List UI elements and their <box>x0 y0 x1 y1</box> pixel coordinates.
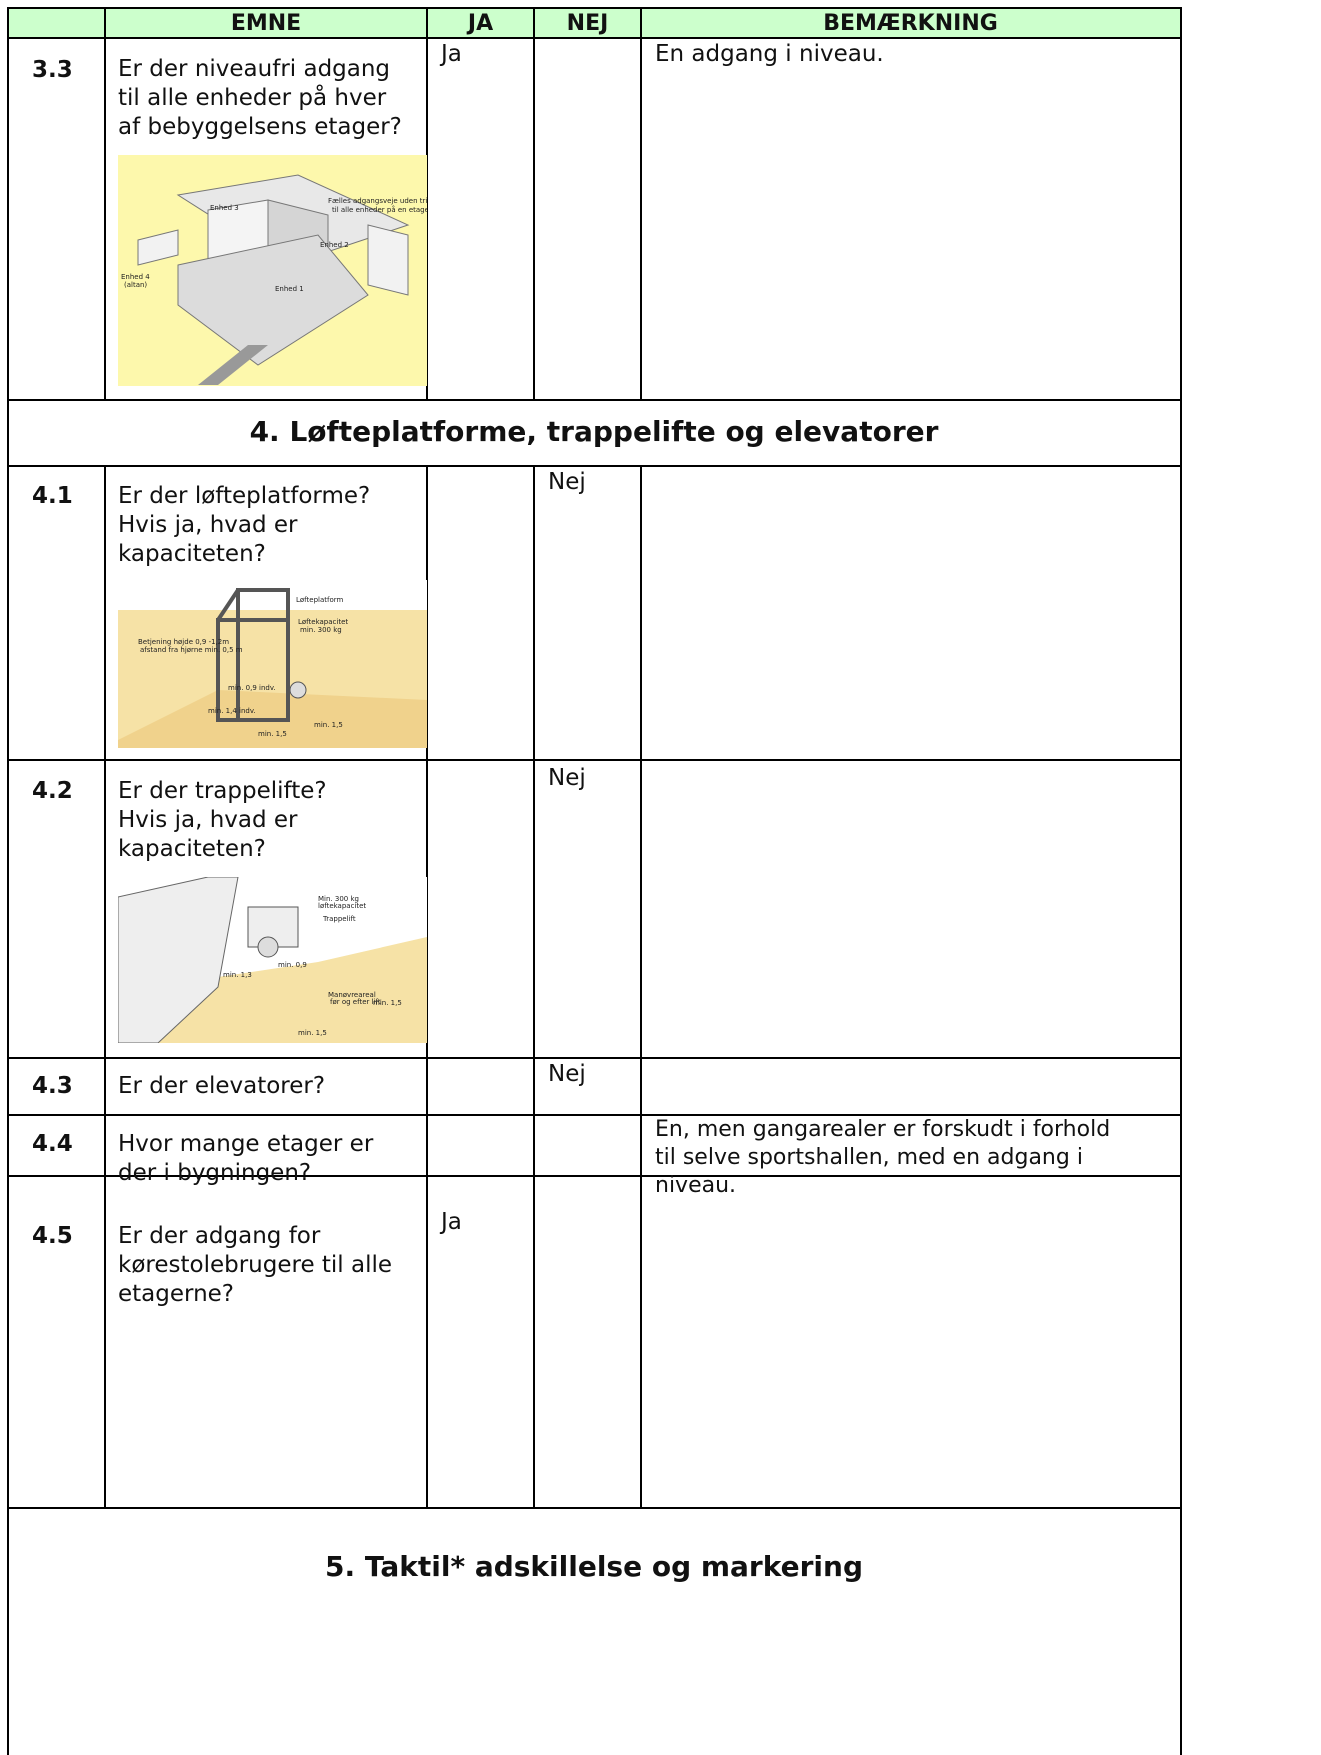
figure-label: min. 300 kg <box>300 626 342 634</box>
col-line <box>7 7 9 1755</box>
section-title: 4. Løfteplatforme, trappelifte og elevat… <box>249 415 939 448</box>
figure-label: min. 1,5 <box>314 721 343 729</box>
section-title: 5. Taktil* adskillelse og markering <box>324 1550 863 1583</box>
question: Hvor mange etager er der i bygningen? <box>118 1131 374 1186</box>
col-line <box>104 465 106 1508</box>
col-line <box>640 7 642 400</box>
figure-lift-platform: Løfteplatform Løftekapacitet min. 300 kg… <box>118 580 427 748</box>
col-line <box>1180 7 1182 1755</box>
figure-label: Enhed 3 <box>210 204 239 212</box>
answer-ja: Ja <box>441 1209 462 1235</box>
row-line <box>8 1114 1182 1116</box>
figure-label: min. 1,5 <box>298 1029 327 1037</box>
figure-label: Manøvreareal <box>328 991 376 999</box>
header-ja: JA <box>467 11 494 36</box>
row-line <box>8 37 1182 39</box>
figure-label: Trappelift <box>322 915 356 923</box>
row-line <box>8 7 1182 9</box>
remark: En, men gangarealer er forskudt i forhol… <box>655 1117 1111 1198</box>
row-line <box>8 1507 1182 1509</box>
figure-label: Fælles adgangsveje uden trin <box>328 197 427 205</box>
col-line <box>426 465 428 1508</box>
row-line <box>8 1175 1182 1177</box>
answer-nej: Nej <box>548 1061 586 1087</box>
header-bemaerkning: BEMÆRKNING <box>823 11 998 36</box>
row-line <box>8 759 1182 761</box>
figure-label: Løfteplatform <box>296 596 343 604</box>
question: Er der adgang for kørestolebrugere til a… <box>118 1223 393 1307</box>
question: Er der løfteplatforme? Hvis ja, hvad er … <box>118 483 371 567</box>
figure-label: afstand fra hjørne min. 0,5 m <box>140 646 243 654</box>
figure-label: Enhed 1 <box>275 285 304 293</box>
header-emne: EMNE <box>230 11 302 36</box>
col-line <box>533 7 535 400</box>
row-id: 4.3 <box>32 1073 73 1099</box>
figure-label: Betjening højde 0,9 -1,2m <box>138 638 229 646</box>
figure-label: min. 1,4 indv. <box>208 707 256 715</box>
row-id: 4.1 <box>32 483 73 509</box>
remark: En adgang i niveau. <box>655 41 884 67</box>
figure-label: før og efter lift <box>330 998 381 1006</box>
row-id: 4.4 <box>32 1131 73 1157</box>
row-id: 4.5 <box>32 1223 73 1249</box>
col-line <box>104 7 106 400</box>
figure-label: Enhed 2 <box>320 241 349 249</box>
figure-label: min. 0,9 indv. <box>228 684 276 692</box>
question: Er der elevatorer? <box>118 1073 326 1099</box>
figure-label: (altan) <box>124 281 147 289</box>
question: Er der trappelifte? Hvis ja, hvad er kap… <box>118 778 327 862</box>
col-line <box>533 465 535 1508</box>
header-bg <box>8 8 1180 38</box>
header-nej: NEJ <box>566 11 609 36</box>
col-line <box>426 7 428 400</box>
figure-label: Løftekapacitet <box>298 618 348 626</box>
figure-label: løftekapacitet <box>318 902 366 910</box>
answer-nej: Nej <box>548 469 586 495</box>
figure-label: min. 1,5 <box>373 999 402 1007</box>
row-id: 4.2 <box>32 778 73 804</box>
col-line <box>640 465 642 1508</box>
figure-units: Enhed 3 Fælles adgangsveje uden trin til… <box>118 155 427 386</box>
answer-ja: Ja <box>441 41 462 67</box>
row-line <box>8 399 1182 401</box>
row-line <box>8 1057 1182 1059</box>
figure-stair-lift: Min. 300 kg løftekapacitet Trappelift mi… <box>118 877 427 1043</box>
figure-label: min. 1,5 <box>258 730 287 738</box>
row-line <box>8 465 1182 467</box>
figure-label: til alle enheder på en etage <box>332 205 427 214</box>
figure-label: Enhed 4 <box>121 273 150 281</box>
figure-label: min. 0,9 <box>278 961 307 969</box>
figure-label: Min. 300 kg <box>318 895 359 903</box>
row-id: 3.3 <box>32 57 73 83</box>
question: Er der niveaufri adgang til alle enheder… <box>118 56 402 140</box>
figure-label: min. 1,3 <box>223 971 252 979</box>
answer-nej: Nej <box>548 765 586 791</box>
